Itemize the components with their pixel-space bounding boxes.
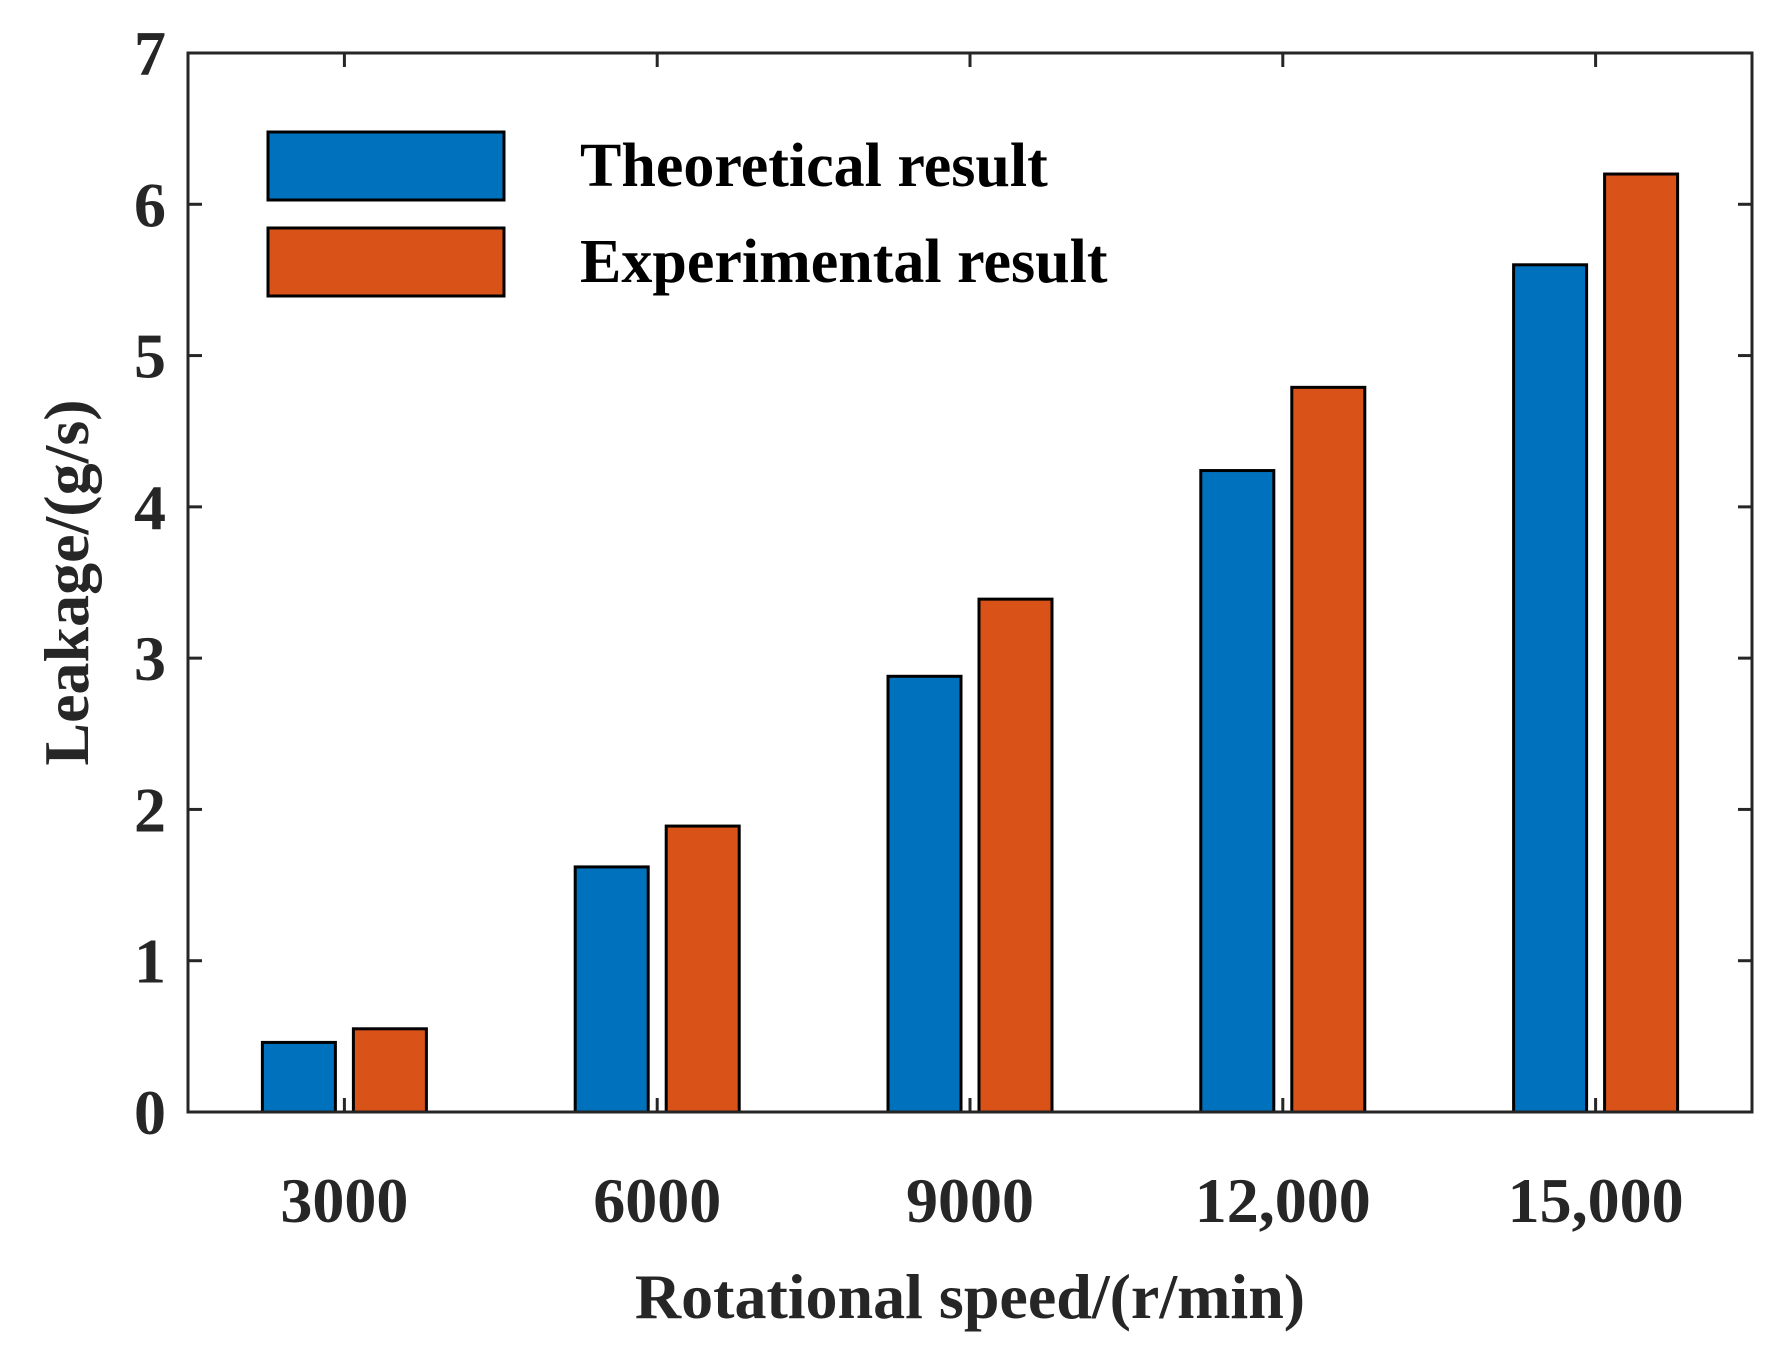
x-tick-label: 3000 xyxy=(280,1165,408,1236)
x-tick-label: 9000 xyxy=(906,1165,1034,1236)
legend-swatch-theoretical-result xyxy=(266,130,506,202)
plot-bars xyxy=(260,172,1680,1114)
bar-experimental-result-15000 xyxy=(1603,172,1680,1114)
y-tick-label: 1 xyxy=(134,926,166,997)
x-tick-label: 6000 xyxy=(593,1165,721,1236)
bar-theoretical-result-3000 xyxy=(260,1040,337,1114)
y-axis-label: Leakage/(g/s) xyxy=(31,399,102,765)
x-axis-label: Rotational speed/(r/min) xyxy=(635,1261,1305,1332)
bar-theoretical-result-15000 xyxy=(1512,263,1589,1114)
legend-label: Experimental result xyxy=(580,228,1108,296)
y-tick-label: 5 xyxy=(134,321,166,392)
y-tick-label: 6 xyxy=(134,169,166,240)
legend: Theoretical result Experimental result xyxy=(266,130,1108,298)
y-tick-label: 4 xyxy=(134,472,166,543)
bar-theoretical-result-6000 xyxy=(573,865,650,1114)
y-tick-label: 7 xyxy=(134,18,166,89)
bar-experimental-result-9000 xyxy=(977,597,1054,1114)
bar-experimental-result-3000 xyxy=(351,1027,428,1114)
y-tick-label: 0 xyxy=(134,1077,166,1148)
x-tick-label: 15,000 xyxy=(1508,1165,1684,1236)
bar-theoretical-result-9000 xyxy=(886,674,963,1114)
y-axis-ticks: 0 1 2 3 4 5 6 7 xyxy=(134,18,1752,1148)
bar-experimental-result-6000 xyxy=(664,824,741,1114)
x-tick-label: 12,000 xyxy=(1195,1165,1371,1236)
legend-swatch-experimental-result xyxy=(266,226,506,298)
bar-theoretical-result-12000 xyxy=(1199,469,1276,1114)
bar-experimental-result-12000 xyxy=(1290,385,1367,1114)
x-axis-ticks: 3000 6000 9000 12,000 15,000 xyxy=(280,53,1684,1236)
y-tick-label: 3 xyxy=(134,623,166,694)
y-tick-label: 2 xyxy=(134,774,166,845)
legend-label: Theoretical result xyxy=(580,132,1048,200)
